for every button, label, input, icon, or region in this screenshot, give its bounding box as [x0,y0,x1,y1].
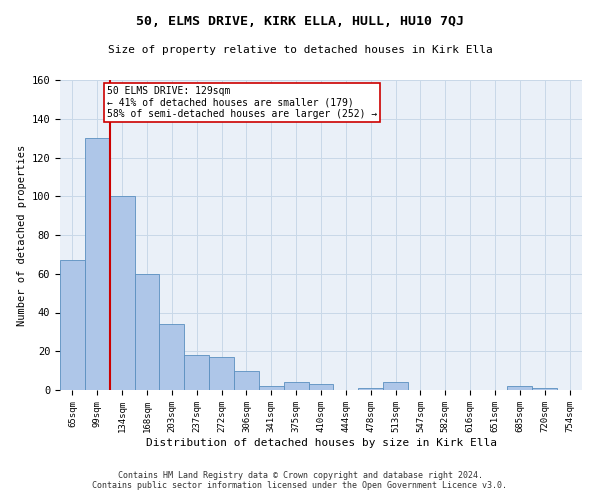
Bar [209,357,234,390]
Bar [308,384,334,390]
Bar [284,382,308,390]
Bar [110,196,134,390]
Bar [184,355,209,390]
Y-axis label: Number of detached properties: Number of detached properties [17,144,28,326]
Text: 50, ELMS DRIVE, KIRK ELLA, HULL, HU10 7QJ: 50, ELMS DRIVE, KIRK ELLA, HULL, HU10 7Q… [136,15,464,28]
X-axis label: Distribution of detached houses by size in Kirk Ella: Distribution of detached houses by size … [146,438,497,448]
Bar [383,382,408,390]
Text: 50 ELMS DRIVE: 129sqm
← 41% of detached houses are smaller (179)
58% of semi-det: 50 ELMS DRIVE: 129sqm ← 41% of detached … [107,86,377,119]
Bar [60,260,85,390]
Bar [532,388,557,390]
Bar [234,370,259,390]
Text: Size of property relative to detached houses in Kirk Ella: Size of property relative to detached ho… [107,45,493,55]
Text: Contains HM Land Registry data © Crown copyright and database right 2024.
Contai: Contains HM Land Registry data © Crown c… [92,470,508,490]
Bar [160,324,184,390]
Bar [85,138,110,390]
Bar [508,386,532,390]
Bar [358,388,383,390]
Bar [259,386,284,390]
Bar [134,274,160,390]
